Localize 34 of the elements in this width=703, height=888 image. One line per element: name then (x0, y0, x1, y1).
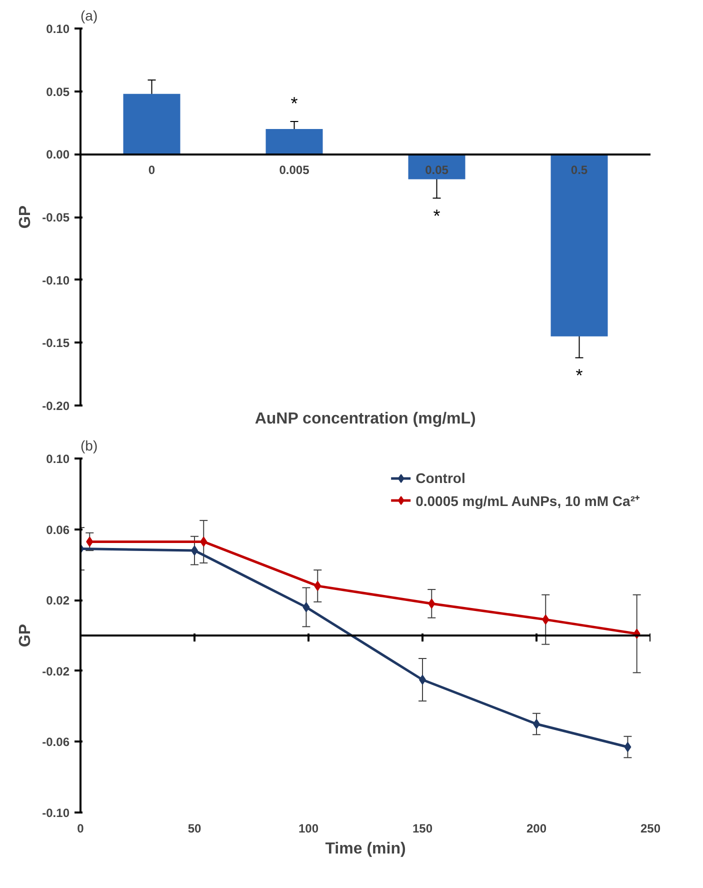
y-tick-label: 0.10 (46, 22, 70, 36)
x-tick-label: 200 (526, 822, 547, 836)
y-tick-label: -0.10 (42, 273, 70, 288)
x-tick-label: 0 (148, 163, 156, 178)
x-tick-label: 0.05 (425, 163, 449, 178)
y-tick-label: 0.05 (46, 84, 70, 99)
x-tick-label: 0.005 (279, 163, 310, 178)
x-tick-label: 0 (77, 822, 84, 836)
annotation: * (433, 206, 440, 226)
annotation: * (290, 93, 298, 114)
y-axis-title: GP (17, 624, 34, 648)
y-tick-label: -0.10 (42, 806, 70, 820)
x-tick-label: 250 (640, 822, 661, 836)
x-axis-title: AuNP concentration (mg/mL) (254, 410, 476, 428)
chart-title: (a) (80, 8, 98, 24)
x-tick-label: 150 (412, 822, 433, 836)
y-tick-label: 0.00 (46, 148, 70, 162)
y-tick-label: 0.06 (46, 522, 70, 537)
x-tick-label: 100 (298, 822, 319, 836)
legend-label: 0.0005 mg/mL AuNPs, 10 mM Ca²⁺ (416, 492, 640, 510)
x-axis-title: Time (min) (325, 840, 406, 858)
y-tick-label: -0.05 (42, 210, 70, 224)
annotation: * (576, 366, 583, 386)
y-tick-label: -0.20 (42, 399, 70, 413)
x-tick-label: 50 (188, 822, 202, 836)
y-tick-label: 0.02 (46, 594, 70, 608)
legend-label: Control (416, 470, 466, 486)
y-tick-label: -0.06 (42, 735, 70, 750)
y-tick-label: 0.10 (46, 452, 70, 466)
y-axis-title: GP (17, 205, 34, 229)
chart-title: (b) (80, 438, 98, 454)
y-tick-label: -0.15 (42, 336, 70, 350)
x-tick-label: 0.5 (570, 163, 588, 178)
y-tick-label: -0.02 (42, 664, 70, 678)
